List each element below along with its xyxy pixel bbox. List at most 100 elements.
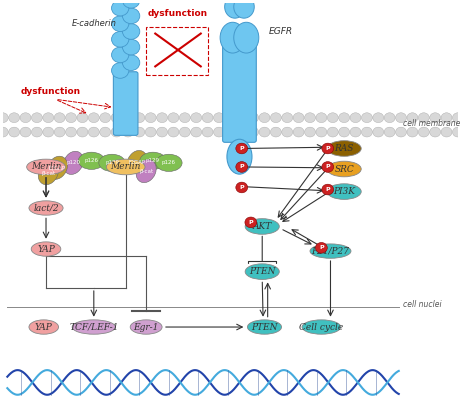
Ellipse shape [234, 0, 254, 18]
Circle shape [122, 127, 133, 137]
Ellipse shape [220, 22, 245, 53]
Text: P: P [239, 146, 244, 151]
Circle shape [419, 127, 429, 137]
Circle shape [407, 113, 418, 123]
Circle shape [134, 113, 145, 123]
Circle shape [270, 113, 282, 123]
Text: dysfunction: dysfunction [148, 9, 208, 17]
Text: IQGAP: IQGAP [128, 159, 146, 165]
Ellipse shape [140, 152, 166, 169]
Ellipse shape [47, 156, 67, 179]
Circle shape [339, 127, 350, 137]
Text: P: P [326, 146, 330, 151]
Text: cell nuclei: cell nuclei [403, 300, 442, 309]
Ellipse shape [31, 242, 61, 256]
Text: P: P [239, 185, 244, 190]
Text: Cell cycle: Cell cycle [299, 322, 344, 332]
Circle shape [111, 32, 129, 47]
Circle shape [111, 127, 122, 137]
Circle shape [270, 127, 282, 137]
Text: AKT: AKT [253, 222, 272, 231]
Ellipse shape [234, 22, 259, 53]
Circle shape [9, 113, 19, 123]
Circle shape [225, 127, 236, 137]
Circle shape [384, 113, 395, 123]
Text: P: P [326, 164, 330, 169]
Circle shape [202, 113, 213, 123]
Circle shape [396, 127, 407, 137]
Ellipse shape [99, 154, 125, 171]
Text: β-cat: β-cat [139, 168, 153, 173]
Text: EGFR: EGFR [269, 27, 293, 36]
Circle shape [111, 16, 129, 32]
Circle shape [236, 182, 247, 193]
Text: p126: p126 [162, 160, 176, 165]
Circle shape [430, 127, 441, 137]
Circle shape [247, 127, 259, 137]
Text: YAP: YAP [37, 245, 55, 253]
Text: P: P [326, 187, 330, 192]
Ellipse shape [327, 184, 361, 199]
Text: SRC: SRC [334, 164, 354, 173]
Circle shape [168, 127, 179, 137]
Circle shape [122, 8, 140, 24]
Text: P: P [248, 220, 253, 225]
Circle shape [236, 113, 247, 123]
Circle shape [156, 113, 167, 123]
Circle shape [225, 113, 236, 123]
Text: p126: p126 [84, 158, 99, 163]
Ellipse shape [29, 201, 63, 215]
Ellipse shape [127, 151, 147, 173]
Circle shape [213, 113, 224, 123]
Circle shape [43, 127, 54, 137]
Circle shape [384, 127, 395, 137]
Circle shape [168, 113, 179, 123]
Circle shape [419, 113, 429, 123]
Circle shape [328, 127, 338, 137]
Circle shape [145, 127, 156, 137]
Circle shape [441, 127, 452, 137]
Bar [146, 27, 208, 74]
Text: E-cadherin: E-cadherin [72, 19, 116, 28]
Ellipse shape [327, 141, 361, 156]
Circle shape [111, 113, 122, 123]
Circle shape [350, 127, 361, 137]
Circle shape [236, 127, 247, 137]
Text: PI3K: PI3K [333, 187, 355, 196]
Circle shape [247, 113, 259, 123]
Circle shape [111, 63, 129, 78]
Text: TCF/LEF-1: TCF/LEF-1 [69, 322, 118, 332]
Circle shape [293, 127, 304, 137]
Text: PTEN: PTEN [251, 322, 278, 332]
Circle shape [453, 127, 464, 137]
Circle shape [259, 113, 270, 123]
Ellipse shape [155, 154, 182, 171]
Circle shape [362, 113, 373, 123]
Text: RAS: RAS [335, 144, 354, 153]
Circle shape [328, 113, 338, 123]
Circle shape [0, 127, 8, 137]
Circle shape [77, 113, 88, 123]
Circle shape [293, 113, 304, 123]
Circle shape [213, 127, 224, 137]
Circle shape [122, 39, 140, 55]
Circle shape [441, 113, 452, 123]
Circle shape [54, 113, 65, 123]
Ellipse shape [27, 159, 65, 175]
Circle shape [339, 113, 350, 123]
Circle shape [373, 113, 384, 123]
Ellipse shape [245, 219, 279, 234]
Circle shape [304, 127, 316, 137]
Text: P: P [319, 245, 324, 250]
Circle shape [88, 127, 99, 137]
Circle shape [407, 127, 418, 137]
Ellipse shape [38, 161, 58, 185]
Text: cell membrane: cell membrane [403, 119, 461, 129]
Text: dysfunction: dysfunction [21, 87, 81, 96]
Circle shape [179, 113, 190, 123]
Circle shape [54, 127, 65, 137]
Text: Egr-1: Egr-1 [134, 322, 159, 332]
Circle shape [236, 162, 247, 172]
Circle shape [202, 127, 213, 137]
Ellipse shape [327, 161, 361, 177]
